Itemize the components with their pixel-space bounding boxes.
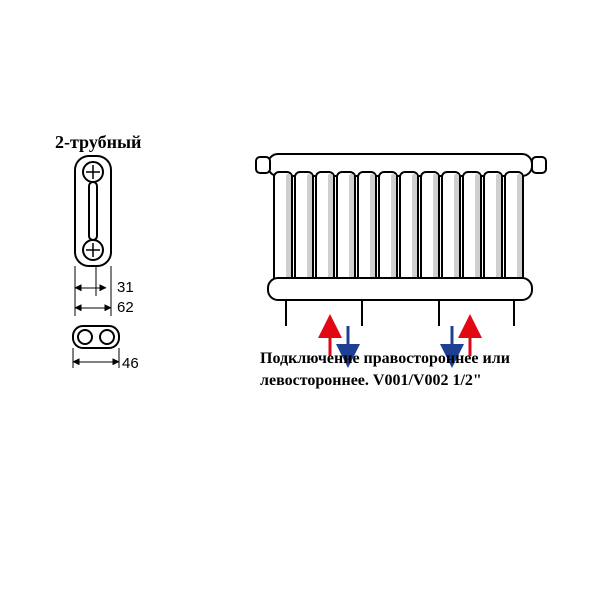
caption-line-1: Подключение правостороннее или (260, 350, 510, 367)
connection-caption: Подключение правостороннее или левосторо… (260, 348, 510, 391)
radiator-drawing (250, 150, 570, 380)
dim-31: 31 (117, 279, 134, 296)
dim-46: 46 (122, 355, 139, 372)
dim-62: 62 (117, 299, 134, 316)
caption-line-2: левостороннее. V001/V002 1/2" (260, 372, 482, 389)
